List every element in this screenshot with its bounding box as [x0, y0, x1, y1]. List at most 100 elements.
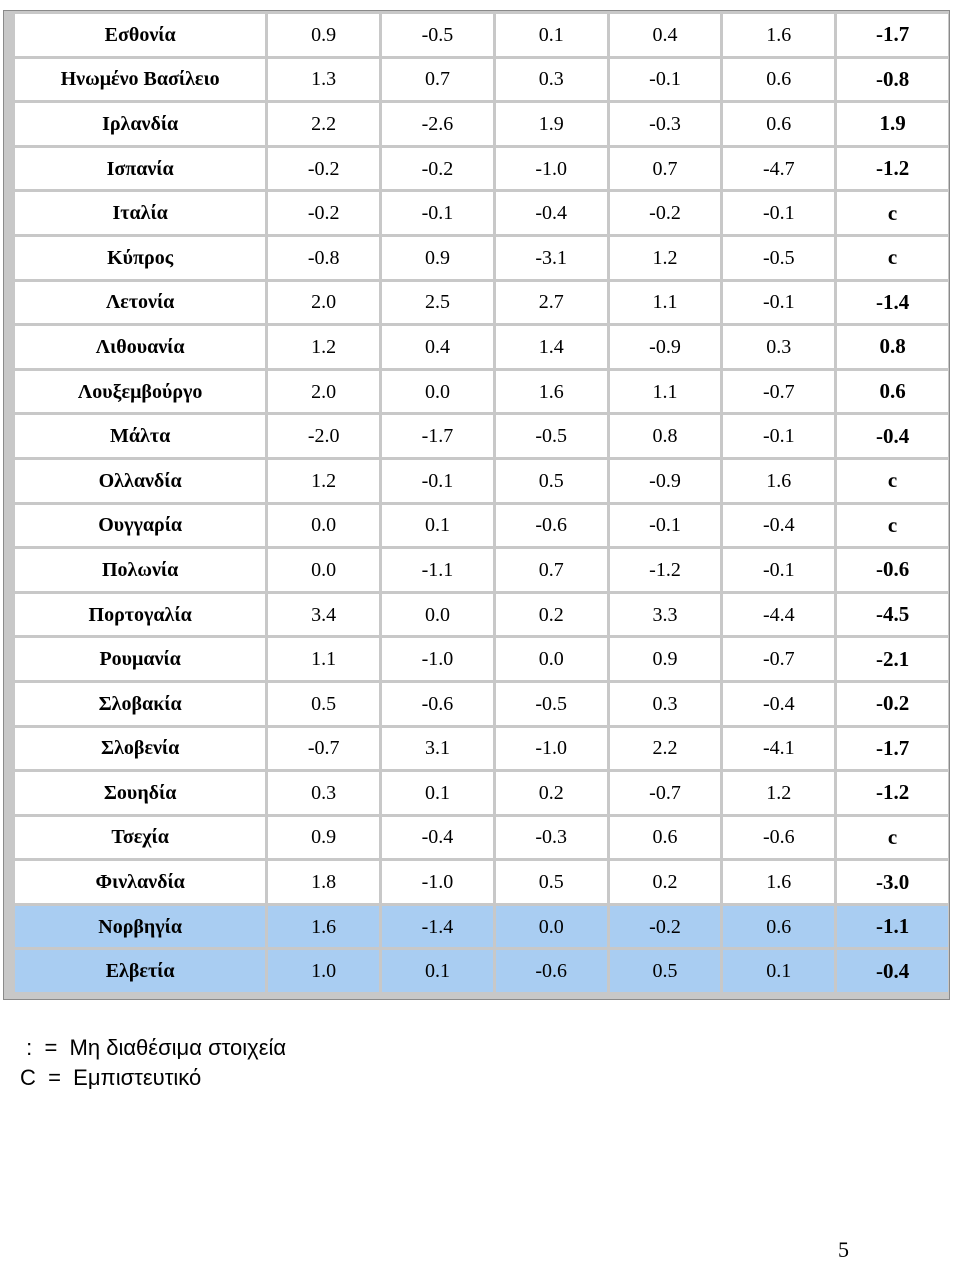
value-cell: 1.3: [268, 58, 380, 101]
value-cell: 1.2: [609, 236, 721, 279]
table-row: Ελβετία 1.0 0.1 -0.6 0.5 0.1 -0.4: [15, 950, 948, 993]
value-cell: -1.2: [609, 549, 721, 591]
value-cell: 0.0: [268, 504, 380, 547]
country-cell: Ελβετία: [15, 950, 266, 993]
value-cell: -0.2: [837, 682, 948, 725]
value-cell: -0.4: [723, 682, 835, 725]
value-cell: -0.6: [495, 950, 607, 993]
value-cell: -0.1: [723, 192, 835, 234]
value-cell: -1.7: [382, 415, 493, 457]
value-cell: 3.3: [609, 593, 721, 636]
value-cell: 0.5: [495, 861, 607, 903]
country-cell: Ιρλανδία: [15, 103, 266, 145]
value-cell: -1.1: [382, 549, 493, 591]
data-table-frame: Εσθονία 0.9 -0.5 0.1 0.4 1.6 -1.7 Ηνωμένο Βασίλ…: [3, 10, 950, 1000]
value-cell: 0.0: [495, 638, 607, 680]
value-cell: -0.1: [382, 459, 493, 502]
table-row: Ρουμανία 1.1 -1.0 0.0 0.9 -0.7 -2.1: [15, 638, 948, 680]
value-cell: -0.2: [609, 905, 721, 948]
value-cell: 0.1: [495, 14, 607, 56]
country-cell: Κύπρος: [15, 236, 266, 279]
value-cell: -1.0: [382, 638, 493, 680]
value-cell: -1.2: [837, 772, 948, 814]
value-cell: 0.3: [609, 682, 721, 725]
table-row: Σλοβακία 0.5 -0.6 -0.5 0.3 -0.4 -0.2: [15, 682, 948, 725]
table-row: Τσεχία 0.9 -0.4 -0.3 0.6 -0.6 c: [15, 816, 948, 859]
value-cell: 1.2: [268, 459, 380, 502]
value-cell: -0.5: [723, 236, 835, 279]
value-cell: 0.6: [723, 58, 835, 101]
value-cell: 0.0: [382, 593, 493, 636]
value-cell: 1.6: [723, 861, 835, 903]
value-cell: 0.0: [495, 905, 607, 948]
value-cell: -0.9: [609, 459, 721, 502]
value-cell: -0.6: [723, 816, 835, 859]
value-cell: 1.2: [723, 772, 835, 814]
value-cell: 2.0: [268, 370, 380, 413]
value-cell: 0.2: [609, 861, 721, 903]
table-row: Λετονία 2.0 2.5 2.7 1.1 -0.1 -1.4: [15, 281, 948, 324]
value-cell: 0.4: [609, 14, 721, 56]
value-cell: -3.1: [495, 236, 607, 279]
value-cell: 3.4: [268, 593, 380, 636]
value-cell: -0.3: [495, 816, 607, 859]
value-cell: 0.7: [609, 147, 721, 190]
value-cell: -0.8: [837, 58, 948, 101]
country-cell: Φινλανδία: [15, 861, 266, 903]
value-cell: 0.8: [609, 415, 721, 457]
value-cell: 0.9: [609, 638, 721, 680]
table-row: Ιρλανδία 2.2 -2.6 1.9 -0.3 0.6 1.9: [15, 103, 948, 145]
country-cell: Πορτογαλία: [15, 593, 266, 636]
value-cell: -0.2: [609, 192, 721, 234]
value-cell: 0.7: [382, 58, 493, 101]
value-cell: -0.6: [495, 504, 607, 547]
value-cell: 0.5: [609, 950, 721, 993]
value-cell: 0.7: [495, 549, 607, 591]
table-row: Φινλανδία 1.8 -1.0 0.5 0.2 1.6 -3.0: [15, 861, 948, 903]
value-cell: c: [837, 459, 948, 502]
value-cell: 0.0: [268, 549, 380, 591]
value-cell: 0.9: [268, 14, 380, 56]
table-row: Ουγγαρία 0.0 0.1 -0.6 -0.1 -0.4 c: [15, 504, 948, 547]
value-cell: -0.1: [609, 58, 721, 101]
table-row: Εσθονία 0.9 -0.5 0.1 0.4 1.6 -1.7: [15, 14, 948, 56]
legend: : = Μη διαθέσιμα στοιχεία C = Εμπιστευτι…: [20, 1033, 286, 1093]
value-cell: -0.2: [268, 192, 380, 234]
value-cell: -0.8: [268, 236, 380, 279]
value-cell: -0.5: [495, 682, 607, 725]
value-cell: -1.0: [382, 861, 493, 903]
value-cell: 1.8: [268, 861, 380, 903]
value-cell: -0.7: [268, 727, 380, 770]
table-row: Νορβηγία 1.6 -1.4 0.0 -0.2 0.6 -1.1: [15, 905, 948, 948]
value-cell: 0.5: [495, 459, 607, 502]
value-cell: 0.3: [723, 326, 835, 368]
country-cell: Λετονία: [15, 281, 266, 324]
value-cell: 0.9: [382, 236, 493, 279]
value-cell: -0.5: [382, 14, 493, 56]
value-cell: 1.1: [609, 370, 721, 413]
value-cell: 1.9: [837, 103, 948, 145]
value-cell: -0.6: [837, 549, 948, 591]
value-cell: 0.1: [382, 772, 493, 814]
value-cell: -0.2: [382, 147, 493, 190]
value-cell: 2.5: [382, 281, 493, 324]
table-row: Πολωνία 0.0 -1.1 0.7 -1.2 -0.1 -0.6: [15, 549, 948, 591]
country-cell: Πολωνία: [15, 549, 266, 591]
table-row: Πορτογαλία 3.4 0.0 0.2 3.3 -4.4 -4.5: [15, 593, 948, 636]
value-cell: 2.2: [268, 103, 380, 145]
value-cell: -0.1: [723, 549, 835, 591]
country-cell: Ολλανδία: [15, 459, 266, 502]
value-cell: 2.7: [495, 281, 607, 324]
value-cell: -0.1: [382, 192, 493, 234]
value-cell: -2.6: [382, 103, 493, 145]
value-cell: -1.1: [837, 905, 948, 948]
table-row: Ισπανία -0.2 -0.2 -1.0 0.7 -4.7 -1.2: [15, 147, 948, 190]
value-cell: -0.4: [837, 415, 948, 457]
value-cell: -1.7: [837, 14, 948, 56]
value-cell: 1.9: [495, 103, 607, 145]
value-cell: -0.4: [837, 950, 948, 993]
value-cell: 3.1: [382, 727, 493, 770]
value-cell: -0.5: [495, 415, 607, 457]
value-cell: 1.6: [723, 459, 835, 502]
value-cell: 1.6: [495, 370, 607, 413]
